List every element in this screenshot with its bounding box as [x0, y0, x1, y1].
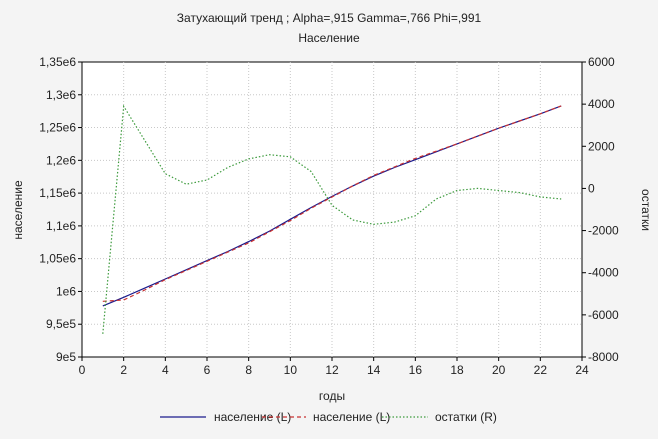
y-left-tick-label: 9e5: [56, 350, 76, 364]
x-tick-label: 10: [284, 363, 298, 377]
x-tick-label: 2: [120, 363, 127, 377]
legend-label-series-2: население (L): [313, 410, 390, 424]
series-line-3: [102, 104, 562, 334]
grid: [82, 62, 582, 357]
legend-label-series-1: население (L): [214, 410, 291, 424]
y-left-tick-label: 1,1e6: [46, 219, 76, 233]
y-left-tick-label: 1,35e6: [39, 55, 76, 69]
y-right-tick-label: -6000: [588, 308, 619, 322]
y-left-tick-label: 1,25e6: [39, 121, 76, 135]
x-tick-label: 24: [575, 363, 589, 377]
x-axis-label: годы: [319, 389, 345, 403]
y-left-tick-label: 1,15e6: [39, 186, 76, 200]
x-tick-label: 0: [79, 363, 86, 377]
x-tick-label: 8: [245, 363, 252, 377]
x-tick-label: 16: [409, 363, 423, 377]
series-group: [102, 104, 562, 334]
y-left-tick-label: 9,5e5: [46, 317, 76, 331]
x-tick-label: 4: [162, 363, 169, 377]
x-tick-label: 22: [534, 363, 548, 377]
y-right-tick-label: -4000: [588, 266, 619, 280]
y-right-tick-label: 2000: [588, 139, 615, 153]
x-tick-label: 18: [450, 363, 464, 377]
y-left-tick-label: 1,05e6: [39, 252, 76, 266]
legend: население (L) население (L) остатки (R): [160, 410, 497, 424]
x-tick-label: 12: [325, 363, 339, 377]
y-right-tick-label: 4000: [588, 97, 615, 111]
y-axis-left-label: население: [11, 180, 25, 240]
chart-subtitle: Население: [298, 31, 360, 45]
y-right-tick-label: 0: [588, 181, 595, 195]
legend-label-series-3: остатки (R): [435, 410, 497, 424]
y-right-tick-label: -2000: [588, 224, 619, 238]
x-tick-label: 14: [367, 363, 381, 377]
y-right-tick-label: -8000: [588, 350, 619, 364]
y-axis-right-label: остатки: [639, 189, 653, 231]
x-tick-label: 6: [204, 363, 211, 377]
y-left-tick-label: 1e6: [56, 284, 76, 298]
x-tick-label: 20: [492, 363, 506, 377]
series-line-2: [102, 105, 562, 302]
ticks: 0 2 4 6 8 10 12 14 16 18 20 22 249e59,5e51e61,05e61,…: [39, 55, 619, 377]
chart-title: Затухающий тренд ; Alpha=,915 Gamma=,766…: [177, 11, 482, 25]
y-left-tick-label: 1,2e6: [46, 153, 76, 167]
y-right-tick-label: 6000: [588, 55, 615, 69]
y-left-tick-label: 1,3e6: [46, 88, 76, 102]
